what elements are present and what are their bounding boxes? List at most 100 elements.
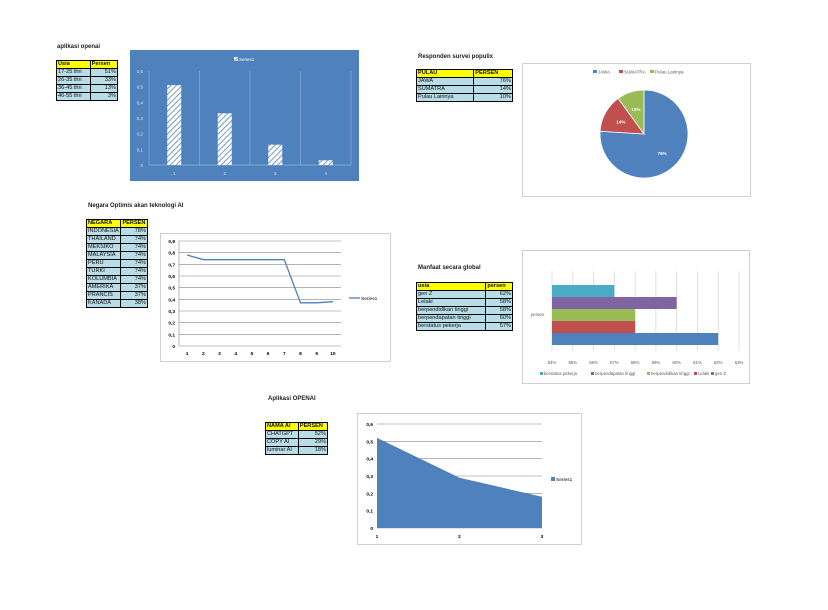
table-cell[interactable]: 29% <box>297 438 329 447</box>
y-tick-label: 0,1 <box>168 332 175 338</box>
table-cell[interactable]: 52% <box>297 430 329 439</box>
legend-swatch <box>619 70 623 73</box>
y-tick-label: 0,8 <box>168 251 175 257</box>
x-tick-label: 1 <box>376 534 379 540</box>
table-cell[interactable]: 37% <box>120 283 148 292</box>
table-cell[interactable]: 10% <box>473 93 513 102</box>
section-title: aplikasi openai <box>57 44 101 50</box>
legend-label: berpendapatan tinggi <box>595 371 635 376</box>
table-cell[interactable]: 18% <box>297 446 329 455</box>
table-header-row: usia persen <box>415 282 513 291</box>
table-cell[interactable]: luminar AI <box>265 446 299 455</box>
table-cell[interactable]: JAWA <box>415 77 475 86</box>
table-row: gen Z 62% <box>415 290 513 299</box>
hbar-chart-manfaat: 54% 55% 56% 57% 58% 59% 60% 61% 62% 63% persen bers… <box>522 250 750 384</box>
table-row: AMERIKA 37% <box>85 283 148 292</box>
table-cell[interactable]: MALAYSIA <box>85 251 122 260</box>
table-cell[interactable]: 78% <box>120 227 148 236</box>
table-cell[interactable]: 38% <box>120 299 148 308</box>
bar <box>552 285 615 297</box>
table-row: 36-45 thn 13% <box>56 84 119 93</box>
table-cell[interactable]: MEKSIKO <box>85 243 122 252</box>
table-cell[interactable]: Lelaki <box>415 298 487 307</box>
table-cell[interactable]: SUMATRA <box>415 85 475 94</box>
legend-swatch <box>591 372 594 375</box>
y-tick-label: 0 <box>172 344 175 350</box>
table-cell[interactable]: 58% <box>485 306 513 315</box>
table-cell[interactable]: 46-55 thn <box>56 92 91 101</box>
line-chart-negara: 0 0,1 0,2 0,3 0,4 0,5 0,6 0,7 0,8 0,9 1 2 3 4 5 6 7 8 9 10 S… <box>160 233 391 362</box>
column-header: PERSEN <box>473 69 513 78</box>
x-tick-label: 4 <box>324 171 327 176</box>
table-cell[interactable]: TURKI <box>85 267 122 276</box>
table-cell[interactable]: 13% <box>89 84 119 93</box>
table-cell[interactable]: berpendapatan tinggi <box>415 314 487 323</box>
section-title: Responden survei populix <box>418 54 494 60</box>
series-area <box>377 437 542 528</box>
table-cell[interactable]: berpendidikan tinggi <box>415 306 487 315</box>
section-title: Manfaat secara global <box>418 265 481 271</box>
bar <box>552 297 677 309</box>
column-header: NEGARA <box>85 219 122 228</box>
table-header-row: NEGARA PERSEN <box>85 219 148 228</box>
table-cell[interactable]: CHATGPT <box>265 430 299 439</box>
table-row: berpendidikan tinggi 58% <box>415 306 513 315</box>
x-tick-label: 62% <box>714 360 723 365</box>
legend-label: Series1 <box>556 477 573 483</box>
table-cell[interactable]: INDONESIA <box>85 227 122 236</box>
column-header: Usia <box>56 60 91 69</box>
table-cell[interactable]: KOLUMBIA <box>85 275 122 284</box>
legend-swatch <box>551 477 555 481</box>
x-tick-label: 55% <box>568 360 577 365</box>
table-cell[interactable]: 37% <box>120 291 148 300</box>
table-cell[interactable]: 58% <box>485 298 513 307</box>
table-cell[interactable]: 62% <box>485 290 513 299</box>
table-cell[interactable]: 14% <box>473 85 513 94</box>
y-tick-label: 0,2 <box>168 321 175 327</box>
table-cell[interactable]: AMERIKA <box>85 283 122 292</box>
table-cell[interactable]: 74% <box>120 267 148 276</box>
column-header: usia <box>415 282 487 291</box>
y-tick-label: 0,7 <box>168 262 175 268</box>
table-cell[interactable]: gen Z <box>415 290 487 299</box>
bar <box>552 309 636 321</box>
table-cell[interactable]: KANADA <box>85 299 122 308</box>
table-cell[interactable]: 74% <box>120 243 148 252</box>
legend-swatch <box>234 57 238 61</box>
x-tick-label: 54% <box>548 360 557 365</box>
table-cell[interactable]: 74% <box>120 235 148 244</box>
table-cell[interactable]: THAILAND <box>85 235 122 244</box>
table-header-row: PULAU PERSEN <box>415 69 513 78</box>
legend-label: JAWA <box>598 70 610 75</box>
table-cell[interactable]: berstatus pekerja <box>415 322 487 331</box>
table-cell[interactable]: PERU <box>85 259 122 268</box>
table-cell[interactable]: 60% <box>485 314 513 323</box>
y-tick-label: 0 <box>370 526 373 532</box>
table-cell[interactable]: Pulau Lainnya <box>415 93 475 102</box>
table-cell[interactable]: 51% <box>89 68 119 77</box>
legend-label: Series1 <box>239 57 255 62</box>
table-cell[interactable]: 74% <box>120 259 148 268</box>
section-title: Aplikasi OPENAI <box>268 396 316 402</box>
table-row: SUMATRA 14% <box>415 85 513 94</box>
table-cell[interactable]: 17-25 thn <box>56 68 91 77</box>
table-cell[interactable]: 3% <box>89 92 119 101</box>
table-cell[interactable]: COPY AI <box>265 438 299 447</box>
y-tick-label: 0,6 <box>366 422 373 428</box>
table-cell[interactable]: 74% <box>120 251 148 260</box>
table-cell[interactable]: 76% <box>473 77 513 86</box>
table-cell[interactable]: 33% <box>89 76 119 85</box>
y-tick-label: 0 <box>140 163 143 168</box>
table-cell[interactable]: 36-45 thn <box>56 84 91 93</box>
table-cell[interactable]: 57% <box>485 322 513 331</box>
table-cell[interactable]: PRANCIS <box>85 291 122 300</box>
table-row: MEKSIKO 74% <box>85 243 148 252</box>
table-cell[interactable]: 74% <box>120 275 148 284</box>
legend-swatch <box>647 372 650 375</box>
series-line <box>186 254 333 304</box>
table-row: 46-55 thn 3% <box>56 92 119 101</box>
table-cell[interactable]: 26-35 thn <box>56 76 91 85</box>
x-tick-label: 63% <box>735 360 744 365</box>
data-table-negara: NEGARA PERSEN INDONESIA 78% THAILAND 74% MEKSI… <box>85 219 148 308</box>
